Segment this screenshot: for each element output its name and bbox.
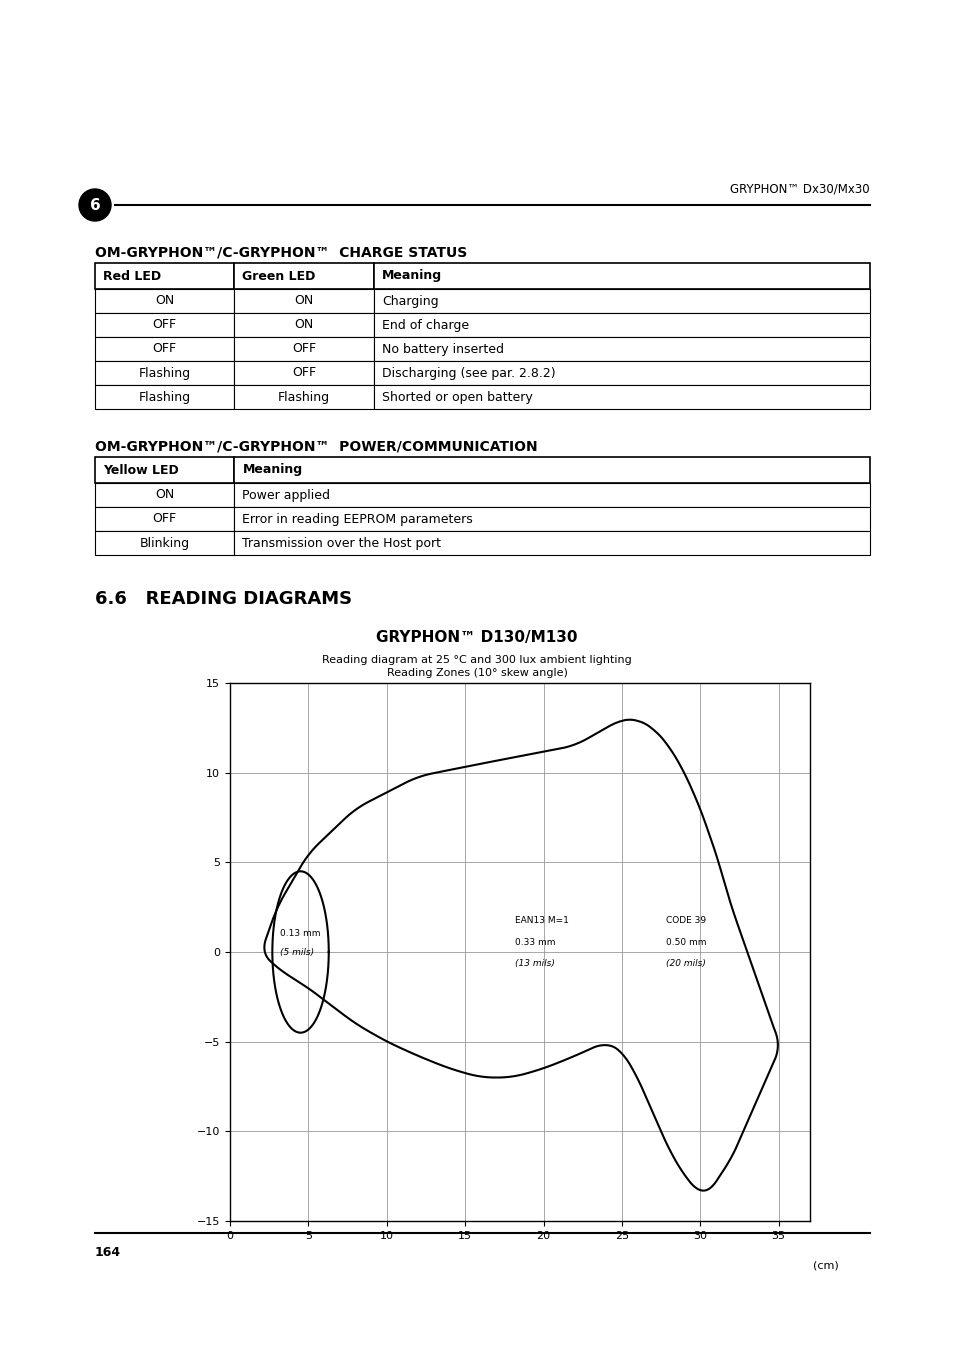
Bar [234,263,374,289]
Bar [95,289,234,313]
Bar [374,361,869,385]
Text: Blinking: Blinking [139,536,190,550]
Text: No battery inserted: No battery inserted [381,343,503,355]
Text: CODE 39: CODE 39 [665,916,705,925]
Text: Transmission over the Host port: Transmission over the Host port [242,536,441,550]
Text: OFF: OFF [152,343,176,355]
Text: ON: ON [294,319,314,331]
Bar [95,336,234,361]
Text: OM-GRYPHON™/C-GRYPHON™  POWER/COMMUNICATION: OM-GRYPHON™/C-GRYPHON™ POWER/COMMUNICATI… [95,439,537,453]
Bar [234,289,374,313]
Bar [95,457,234,484]
Text: 6.6   READING DIAGRAMS: 6.6 READING DIAGRAMS [95,590,352,608]
Text: (cm): (cm) [812,1260,838,1271]
Bar [234,531,869,555]
Text: 0.33 mm: 0.33 mm [515,938,556,947]
Text: GRYPHON™ D130/M130: GRYPHON™ D130/M130 [375,630,578,644]
Bar [234,385,374,409]
Bar [374,289,869,313]
Text: ON: ON [155,295,174,308]
Circle shape [79,189,111,222]
Text: Flashing: Flashing [138,390,191,404]
Text: ON: ON [155,489,174,501]
Text: Reading diagram at 25 °C and 300 lux ambient lighting: Reading diagram at 25 °C and 300 lux amb… [322,655,631,665]
Bar [234,484,869,507]
Text: OM-GRYPHON™/C-GRYPHON™  CHARGE STATUS: OM-GRYPHON™/C-GRYPHON™ CHARGE STATUS [95,245,467,259]
Bar [374,313,869,336]
Bar [95,385,234,409]
Text: (13 mils): (13 mils) [515,959,555,969]
Text: Reading Zones (10° skew angle): Reading Zones (10° skew angle) [386,667,567,678]
Bar [95,531,234,555]
Bar [234,336,374,361]
Text: Discharging (see par. 2.8.2): Discharging (see par. 2.8.2) [381,366,555,380]
Text: 6: 6 [90,197,100,212]
Text: Flashing: Flashing [278,390,330,404]
Bar [95,507,234,531]
Text: Meaning: Meaning [381,269,441,282]
Text: (5 mils): (5 mils) [280,948,314,958]
Text: End of charge: End of charge [381,319,469,331]
Bar [95,361,234,385]
Bar [234,361,374,385]
Text: Red LED: Red LED [103,269,161,282]
Text: OFF: OFF [292,366,316,380]
Bar [95,484,234,507]
Text: Power applied: Power applied [242,489,330,501]
Text: OFF: OFF [152,319,176,331]
Bar [234,457,869,484]
Text: (20 mils): (20 mils) [665,959,705,969]
Text: 0.50 mm: 0.50 mm [665,938,705,947]
Text: Charging: Charging [381,295,438,308]
Text: GRYPHON™ Dx30/Mx30: GRYPHON™ Dx30/Mx30 [730,182,869,195]
Text: OFF: OFF [152,512,176,526]
Text: ON: ON [294,295,314,308]
Text: Error in reading EEPROM parameters: Error in reading EEPROM parameters [242,512,473,526]
Bar [95,263,234,289]
Text: Flashing: Flashing [138,366,191,380]
Bar [374,263,869,289]
Text: 164: 164 [95,1246,121,1259]
Text: Shorted or open battery: Shorted or open battery [381,390,532,404]
Text: Yellow LED: Yellow LED [103,463,178,477]
Bar [374,385,869,409]
Text: Green LED: Green LED [242,269,315,282]
Text: Meaning: Meaning [242,463,302,477]
Text: 0.13 mm: 0.13 mm [280,928,320,938]
Text: EAN13 M=1: EAN13 M=1 [515,916,569,925]
Bar [95,313,234,336]
Bar [374,336,869,361]
Text: OFF: OFF [292,343,316,355]
Bar [234,507,869,531]
Bar [234,313,374,336]
